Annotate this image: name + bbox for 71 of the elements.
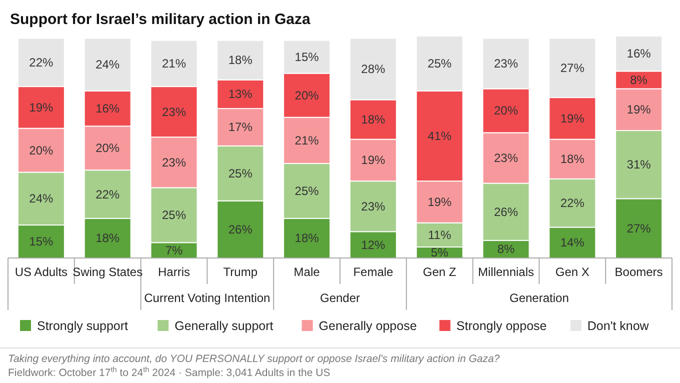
data-label: 19% [428, 194, 452, 209]
x-tick-label: Male [294, 265, 320, 279]
data-label: 22% [29, 55, 54, 70]
text: Generation [510, 291, 569, 305]
data-label: 20% [96, 141, 120, 156]
data-label: 24% [29, 192, 54, 206]
text: Fieldwork: October 17$^{th}$ to 24$^{th}$ 2024 · Sample: 3,041 Adults in the US [8, 364, 330, 379]
data-label: 23% [162, 155, 186, 170]
chart-title: Support for Israel’s military action in Gaza [10, 11, 312, 28]
data-label: 18% [560, 152, 585, 166]
data-label: 23% [494, 56, 518, 70]
legend-label: Strongly support [37, 319, 129, 333]
data-label: 18% [294, 231, 320, 246]
data-label: 16% [626, 46, 652, 61]
legend-label: Generally support [174, 319, 274, 333]
data-label: 41% [428, 129, 452, 144]
data-label: 20% [29, 143, 54, 158]
x-tick-label: Harris [158, 265, 190, 279]
x-tick-label: Gen X [555, 265, 590, 279]
data-label: 16% [96, 102, 120, 116]
data-label: 18% [96, 231, 120, 246]
data-label: 14% [560, 236, 585, 250]
data-label: 18% [361, 112, 386, 127]
x-tick-label: Gen Z [422, 265, 456, 279]
data-label: 15% [29, 234, 54, 249]
data-label: 25% [294, 184, 320, 198]
data-label: 31% [626, 158, 652, 172]
text: Current Voting Intention [144, 291, 270, 305]
data-label: 23% [361, 199, 386, 214]
data-label: 18% [228, 53, 253, 68]
data-label: 25% [162, 208, 186, 222]
data-label: 25% [428, 56, 452, 70]
data-label: 12% [361, 238, 386, 252]
data-label: 15% [294, 50, 320, 64]
data-label: 23% [162, 104, 186, 119]
data-label: 17% [228, 120, 253, 134]
data-label: 13% [228, 87, 253, 102]
data-label: 11% [428, 228, 452, 242]
x-tick-label: Swing States [72, 265, 143, 279]
data-label: 19% [361, 153, 386, 168]
data-label: 20% [294, 88, 320, 102]
legend-label: Don't know [587, 319, 650, 333]
data-label: 28% [361, 62, 386, 76]
data-label: 8% [630, 72, 648, 87]
data-label: 25% [228, 166, 253, 180]
data-label: 23% [494, 150, 518, 165]
text: Taking everything into account, do YOU PERSONALLY support or oppose Israel's military action in Gaza? [8, 353, 500, 365]
data-label: 19% [560, 111, 585, 126]
x-tick-label: Trump [223, 265, 258, 279]
data-label: 5% [430, 246, 449, 260]
data-label: 22% [560, 196, 585, 210]
data-label: 24% [96, 58, 120, 72]
data-label: 8% [497, 242, 515, 256]
data-label: 22% [96, 187, 120, 202]
data-label: 26% [494, 204, 518, 219]
data-label: 26% [228, 222, 253, 236]
text: Gender [320, 291, 360, 305]
x-tick-label: Female [353, 265, 394, 279]
x-tick-label: US Adults [14, 265, 68, 279]
data-label: 20% [494, 104, 518, 118]
x-tick-label: Boomers [614, 265, 663, 279]
data-label: 27% [626, 221, 652, 236]
data-label: 21% [162, 56, 186, 70]
data-label: 7% [165, 243, 183, 258]
data-label: 19% [626, 102, 652, 117]
x-tick-label: Millennials [478, 265, 534, 279]
data-label: 19% [29, 100, 54, 114]
legend-label: Generally oppose [318, 319, 417, 333]
data-label: 21% [294, 133, 320, 148]
data-label: 27% [560, 60, 585, 75]
legend-label: Strongly oppose [456, 319, 547, 333]
